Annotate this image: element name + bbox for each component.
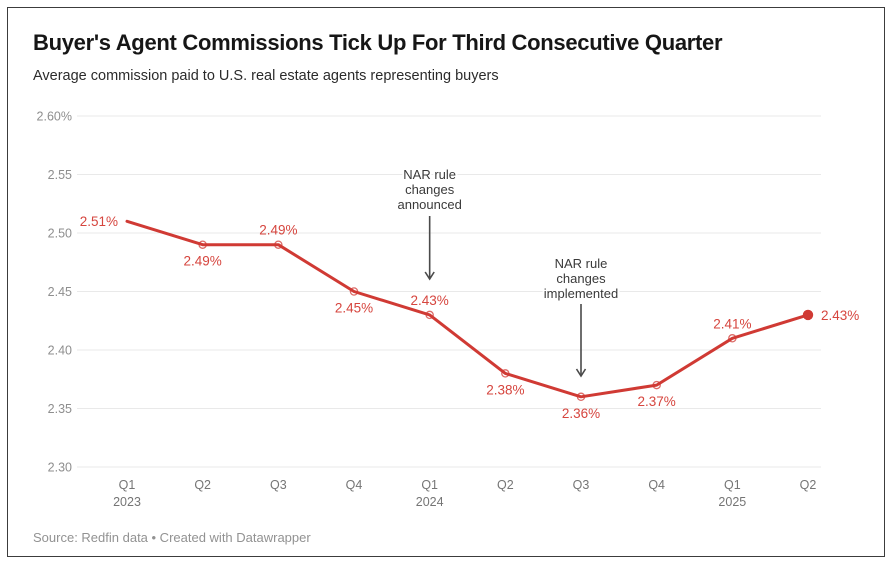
- data-point: [652, 380, 661, 390]
- annotation-text-line: implemented: [544, 286, 618, 301]
- data-point-label: 2.36%: [562, 406, 600, 421]
- data-point-label: 2.51%: [80, 214, 118, 229]
- y-axis-tick-label: 2.35: [48, 402, 72, 416]
- annotation-text-line: changes: [405, 182, 455, 197]
- data-point-label: 2.49%: [259, 223, 297, 238]
- annotation-arrow-head: [424, 271, 435, 281]
- data-point: [349, 287, 359, 296]
- annotation-text-line: changes: [556, 271, 606, 286]
- data-point-label: 2.38%: [486, 382, 524, 397]
- data-point: [501, 369, 510, 378]
- chart-frame: [7, 7, 885, 557]
- trend-line: [125, 219, 810, 399]
- x-axis-year-label: 2024: [416, 495, 444, 509]
- x-axis-tick-label: Q1: [421, 478, 438, 492]
- x-axis-year-label: 2023: [113, 495, 141, 509]
- x-axis-tick-label: Q2: [497, 478, 514, 492]
- x-axis-year-label: 2025: [718, 495, 746, 509]
- data-point: [728, 334, 737, 343]
- x-axis-tick-label: Q1: [724, 478, 741, 492]
- data-point-label: 2.41%: [713, 316, 751, 331]
- annotation-text-line: NAR rule: [555, 256, 608, 271]
- data-point: [198, 240, 207, 249]
- data-point: [274, 240, 283, 249]
- page-title: Buyer's Agent Commissions Tick Up For Th…: [33, 30, 723, 55]
- annotation-arrow-head: [575, 368, 587, 378]
- data-point: [425, 310, 434, 320]
- chart-subtitle: Average commission paid to U.S. real est…: [33, 68, 499, 84]
- y-axis-tick-label: 2.60%: [37, 110, 72, 124]
- data-point-label: 2.43%: [821, 308, 859, 323]
- data-point-label: 2.43%: [411, 293, 449, 308]
- x-axis-tick-label: Q3: [573, 478, 590, 492]
- y-axis-tick-label: 2.30: [48, 461, 72, 475]
- data-point-label: 2.45%: [335, 301, 373, 316]
- data-point-label: 2.37%: [638, 394, 676, 409]
- data-point-current: [802, 309, 814, 321]
- data-point-label: 2.49%: [184, 254, 222, 269]
- x-axis-tick-label: Q3: [270, 478, 287, 492]
- x-axis-tick-label: Q4: [346, 478, 363, 492]
- x-axis-tick-label: Q2: [800, 478, 817, 492]
- y-axis-tick-label: 2.40: [48, 344, 72, 358]
- data-point: [576, 392, 586, 402]
- source-note: Source: Redfin data • Created with Dataw…: [33, 530, 311, 545]
- y-axis-tick-label: 2.50: [48, 227, 72, 241]
- annotation-text-line: NAR rule: [403, 167, 456, 182]
- annotation-text-line: announced: [397, 197, 461, 212]
- y-axis-tick-label: 2.45: [48, 285, 72, 299]
- y-axis-tick-label: 2.55: [48, 168, 72, 182]
- x-axis-tick-label: Q1: [119, 478, 136, 492]
- x-axis-tick-label: Q2: [194, 478, 211, 492]
- x-axis-tick-label: Q4: [648, 478, 665, 492]
